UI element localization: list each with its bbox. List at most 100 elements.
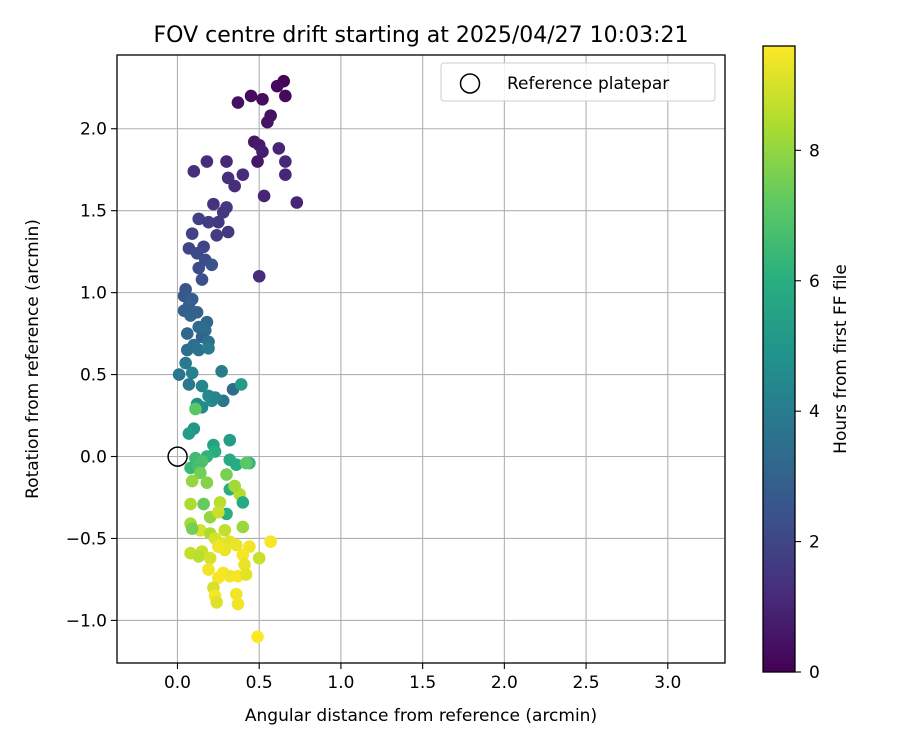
data-point (279, 89, 292, 103)
data-point (236, 548, 250, 562)
y-axis-label: Rotation from reference (arcmin) (23, 219, 43, 499)
x-tick-label: 1.0 (327, 673, 354, 693)
data-point (184, 497, 197, 511)
colorbar: 0 2 4 6 8 Hours from first FF file (762, 45, 851, 683)
data-point (212, 505, 225, 519)
data-point (172, 368, 186, 381)
data-point (244, 89, 258, 103)
data-point (210, 228, 223, 242)
data-point (202, 563, 215, 576)
data-point (192, 212, 206, 226)
data-point (195, 273, 209, 286)
data-point (192, 343, 206, 357)
data-point (257, 189, 271, 203)
data-point (212, 215, 225, 229)
colorbar-ticks: 0 2 4 6 8 (795, 141, 820, 683)
x-axis-ticks: 0.0 0.5 1.0 1.5 2.0 2.5 3.0 (164, 663, 681, 693)
data-point (197, 497, 210, 511)
x-tick-label: 1.5 (409, 673, 436, 693)
data-point (208, 391, 222, 404)
data-point (256, 92, 269, 106)
legend: Reference platepar (440, 62, 716, 102)
data-point (192, 261, 206, 275)
colorbar-tick-label: 8 (809, 141, 820, 161)
data-point (179, 356, 192, 370)
data-point (180, 327, 194, 340)
data-point (190, 305, 204, 319)
data-point (231, 96, 245, 109)
data-points (172, 74, 304, 644)
data-point (230, 538, 243, 552)
colorbar-tick-label: 4 (809, 402, 820, 422)
data-point (182, 427, 196, 440)
x-axis-label: Angular distance from reference (arcmin) (245, 706, 597, 726)
y-tick-label: 0.0 (80, 448, 107, 468)
y-tick-label: 0.5 (80, 366, 107, 386)
data-point (202, 342, 215, 355)
data-point (223, 433, 237, 447)
colorbar-label: Hours from first FF file (831, 264, 851, 454)
data-point (231, 597, 245, 611)
data-point (221, 225, 235, 239)
x-tick-label: 3.0 (654, 673, 681, 693)
data-point (203, 551, 217, 565)
data-point (256, 145, 269, 158)
data-point (192, 550, 206, 563)
colorbar-tick-label: 0 (809, 663, 820, 683)
data-point (213, 496, 227, 509)
data-point (194, 466, 207, 480)
data-point (212, 540, 225, 553)
data-point (182, 378, 196, 391)
data-point (236, 520, 250, 534)
data-point (228, 179, 241, 193)
data-point (220, 155, 233, 168)
y-tick-label: −1.0 (66, 611, 107, 631)
data-point (215, 364, 228, 378)
data-point (220, 201, 233, 214)
data-point (185, 227, 199, 240)
data-point (187, 165, 201, 178)
data-point (251, 155, 264, 168)
chart-title: FOV centre drift starting at 2025/04/27 … (154, 23, 689, 48)
data-point (236, 496, 250, 509)
data-point (279, 168, 292, 181)
data-point (202, 215, 215, 229)
legend-label: Reference platepar (507, 74, 669, 94)
data-point (218, 523, 232, 537)
reference-platepar-marker (167, 446, 188, 467)
data-point (238, 558, 251, 571)
data-point (180, 343, 194, 357)
data-point (239, 568, 253, 581)
data-point (195, 379, 209, 393)
data-point (236, 168, 250, 181)
legend-marker-icon (459, 73, 481, 94)
y-tick-label: 1.5 (80, 202, 107, 222)
data-point (228, 479, 241, 493)
data-point (261, 115, 274, 129)
colorbar-gradient (762, 45, 796, 673)
data-point (234, 378, 248, 391)
data-point (205, 258, 219, 272)
data-point (212, 571, 225, 585)
y-tick-label: 2.0 (80, 120, 107, 140)
data-point (210, 596, 223, 609)
y-tick-label: 1.0 (80, 284, 107, 304)
colorbar-tick-label: 2 (809, 533, 820, 553)
data-point (279, 155, 292, 168)
data-point (290, 196, 304, 209)
y-tick-label: −0.5 (66, 529, 107, 549)
data-point (200, 155, 214, 168)
x-tick-label: 2.0 (491, 673, 518, 693)
data-point (251, 630, 264, 644)
data-point (220, 468, 233, 481)
y-axis-ticks: −1.0 −0.5 0.0 0.5 1.0 1.5 2.0 (66, 120, 117, 631)
data-point (239, 456, 253, 470)
data-point (185, 522, 199, 535)
x-tick-label: 0.5 (246, 673, 273, 693)
data-point (252, 551, 266, 565)
legend-box (440, 62, 716, 102)
data-point (230, 458, 243, 472)
x-tick-label: 2.5 (573, 673, 600, 693)
data-point (272, 142, 286, 155)
